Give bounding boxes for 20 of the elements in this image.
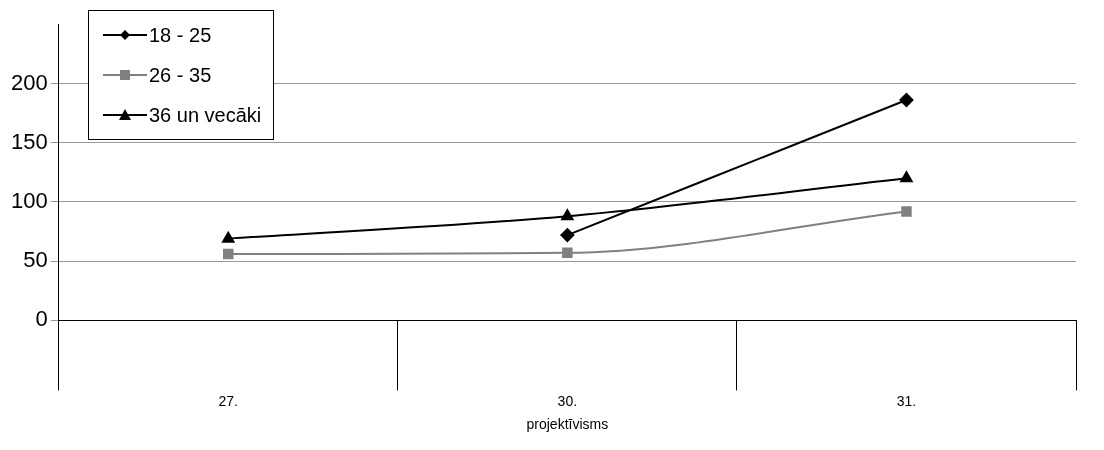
x-tick-label: 31. xyxy=(896,392,917,409)
y-tick-label: 100 xyxy=(10,187,48,213)
y-tick-label: 50 xyxy=(23,247,48,273)
legend-label: 18 - 25 xyxy=(149,23,212,47)
legend-label: 36 un vecāki xyxy=(149,103,262,127)
point xyxy=(562,247,573,259)
point xyxy=(561,209,574,221)
x-tick-label: 30. xyxy=(557,392,578,409)
x-tick-label: 27. xyxy=(218,392,238,409)
point xyxy=(901,206,912,217)
point xyxy=(223,248,234,260)
y-tick-label: 200 xyxy=(10,69,48,95)
point xyxy=(222,231,235,243)
point xyxy=(899,93,914,108)
point xyxy=(560,228,575,243)
y-tick-label: 150 xyxy=(10,128,48,154)
x-axis-title: projektīvisms xyxy=(526,416,609,433)
y-tick-label: 0 xyxy=(35,306,48,332)
point xyxy=(900,171,913,183)
legend-label: 26 - 35 xyxy=(149,63,212,87)
